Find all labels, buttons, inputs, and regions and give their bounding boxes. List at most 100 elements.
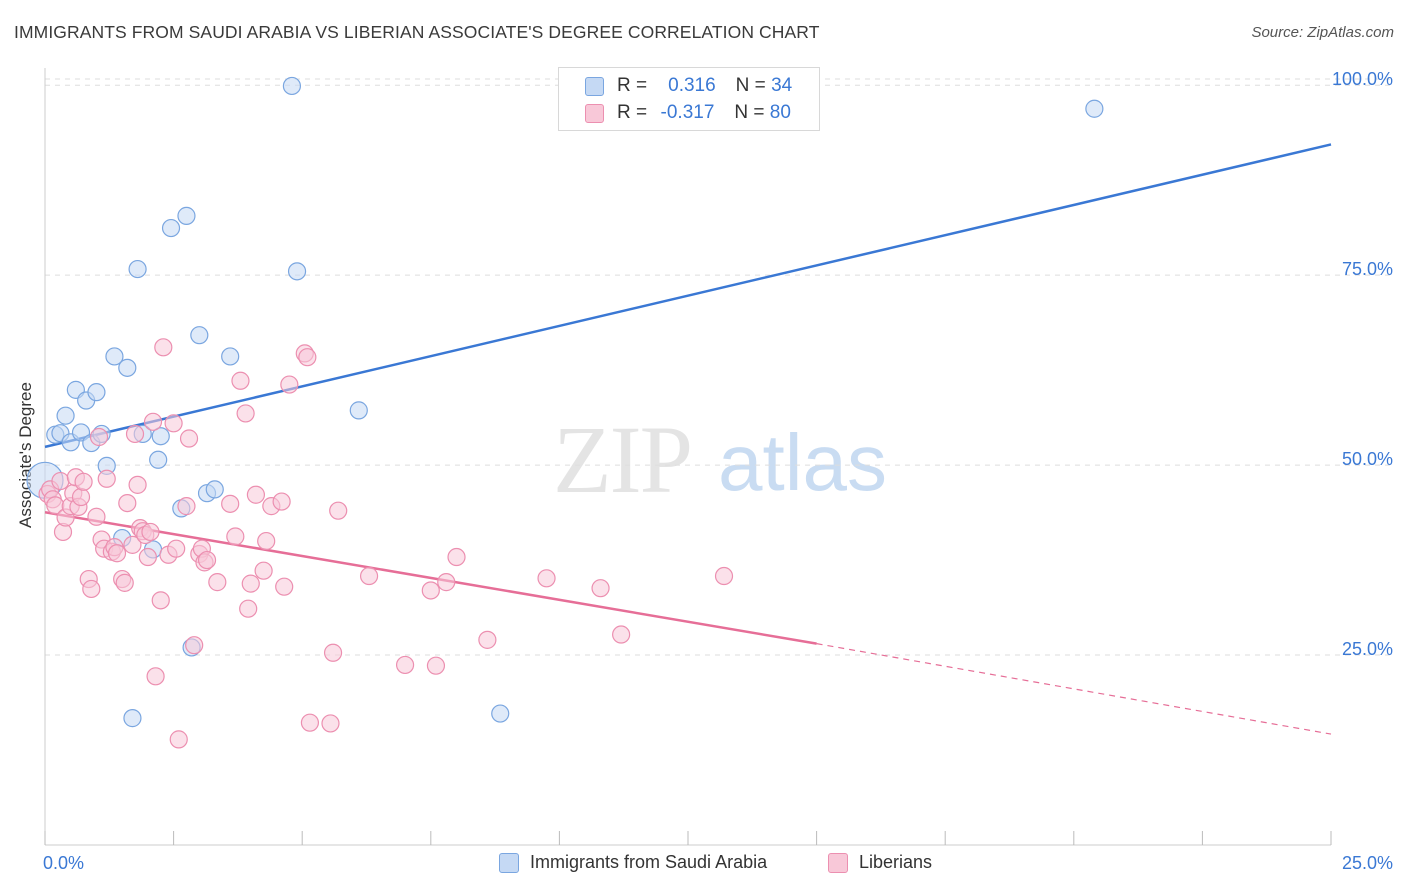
saudi-point: [151, 427, 170, 446]
saudi-trend-line: [44, 143, 1332, 449]
saudi-point: [87, 383, 106, 402]
liberian-point: [71, 487, 91, 507]
stats-legend: R = 0.316 N = 34 R = -0.317 N = 80: [558, 67, 820, 131]
saudi-point: [123, 709, 142, 728]
legend-r-value: 0.316: [668, 75, 716, 96]
legend-row-saudi: R = 0.316 N = 34: [585, 73, 792, 99]
liberian-point: [395, 655, 415, 675]
liberian-point: [300, 713, 320, 732]
liberian-point: [107, 544, 127, 563]
saudi-point: [190, 326, 209, 345]
liberian-point: [197, 550, 217, 570]
saudi-point: [177, 206, 196, 225]
grid: [45, 78, 1390, 656]
legend-r-label: R =: [617, 75, 648, 96]
liberian-point: [239, 599, 258, 618]
liberian-point: [164, 414, 183, 433]
liberian-point: [612, 625, 631, 644]
saudi-point: [105, 347, 124, 366]
liberian-point: [478, 630, 497, 649]
saudi-point: [128, 259, 147, 279]
legend-item-liberians[interactable]: Liberians: [828, 852, 932, 873]
legend-swatch-blue: [499, 852, 519, 873]
liberian-point: [154, 338, 173, 357]
tick-labels: 25.0% 50.0% 75.0% 100.0% 0.0% 25.0%: [43, 69, 1393, 873]
legend-swatch-pink: [585, 103, 604, 123]
saudi-point: [491, 704, 510, 723]
liberian-point: [169, 730, 188, 749]
liberian-point: [591, 579, 610, 598]
axes: [44, 68, 1332, 846]
liberian-point: [208, 573, 227, 592]
saudi-point: [349, 401, 368, 420]
saudi-point: [205, 480, 224, 499]
liberian-point: [323, 643, 343, 662]
liberian-point: [254, 561, 273, 580]
legend-swatch-pink: [828, 852, 848, 873]
source-label: Source: ZipAtlas.com: [1251, 24, 1394, 41]
watermark: ZIP atlas: [553, 406, 887, 513]
liberian-point: [97, 469, 116, 488]
liberian-point: [272, 492, 291, 511]
legend-r-label: R =: [617, 102, 648, 123]
saudi-point: [118, 358, 137, 377]
legend-n-value: 34: [771, 75, 793, 96]
liberian-point: [138, 547, 157, 567]
liberian-point: [51, 471, 70, 491]
liberian-point: [275, 577, 294, 596]
x-tick-label-max: 25.0%: [1342, 853, 1393, 873]
liberian-point: [118, 493, 137, 513]
liberian-point: [141, 522, 160, 542]
liberian-point: [185, 636, 204, 655]
legend-n-label: N =: [735, 75, 766, 96]
saudi-point: [221, 347, 240, 366]
liberian-point: [236, 404, 255, 423]
liberian-point: [329, 501, 348, 520]
liberian-point: [74, 472, 93, 491]
liberian-point: [82, 579, 101, 599]
saudi-point: [56, 406, 75, 425]
legend-n-value: 80: [769, 102, 791, 123]
liberian-point: [537, 569, 556, 588]
legend-n-label: N =: [734, 102, 765, 123]
liberian-point: [151, 591, 170, 610]
liberian-point: [231, 371, 250, 390]
liberian-point: [359, 566, 379, 586]
y-tick-label: 50.0%: [1342, 449, 1393, 469]
liberian-point: [246, 485, 266, 504]
liberian-point: [125, 424, 145, 444]
liberian-point: [226, 527, 245, 546]
liberian-point: [128, 475, 147, 494]
liberian-point: [437, 573, 456, 592]
watermark-zip: ZIP: [553, 406, 691, 513]
liberian-trend-extension: [816, 643, 1332, 735]
x-tick-label-min: 0.0%: [43, 853, 84, 873]
trend-lines: [44, 143, 1332, 735]
watermark-atlas: atlas: [718, 418, 887, 507]
liberian-point: [321, 714, 340, 733]
legend-r-value: -0.317: [660, 102, 715, 123]
liberian-point: [257, 531, 276, 551]
liberian-point: [298, 348, 317, 367]
liberian-point: [115, 573, 134, 592]
legend-item-saudi[interactable]: Immigrants from Saudi Arabia: [499, 852, 767, 873]
liberian-point: [241, 574, 260, 593]
liberian-point: [177, 497, 196, 516]
liberian-point: [421, 581, 440, 600]
saudi-point: [1085, 99, 1104, 118]
y-tick-label: 100.0%: [1332, 69, 1393, 89]
chart-title: IMMIGRANTS FROM SAUDI ARABIA VS LIBERIAN…: [14, 22, 820, 42]
data-points: [26, 76, 1104, 749]
liberian-point: [221, 494, 240, 513]
liberian-point: [426, 656, 446, 675]
y-tick-label: 75.0%: [1342, 259, 1393, 279]
liberian-point: [714, 566, 734, 586]
liberian-trend-line: [44, 510, 817, 645]
legend-swatch-blue: [585, 76, 604, 96]
liberian-point: [87, 507, 106, 526]
saudi-point: [282, 76, 302, 96]
saudi-point: [149, 450, 168, 469]
legend-label-liberians: Liberians: [859, 852, 933, 872]
liberian-point: [447, 547, 466, 567]
